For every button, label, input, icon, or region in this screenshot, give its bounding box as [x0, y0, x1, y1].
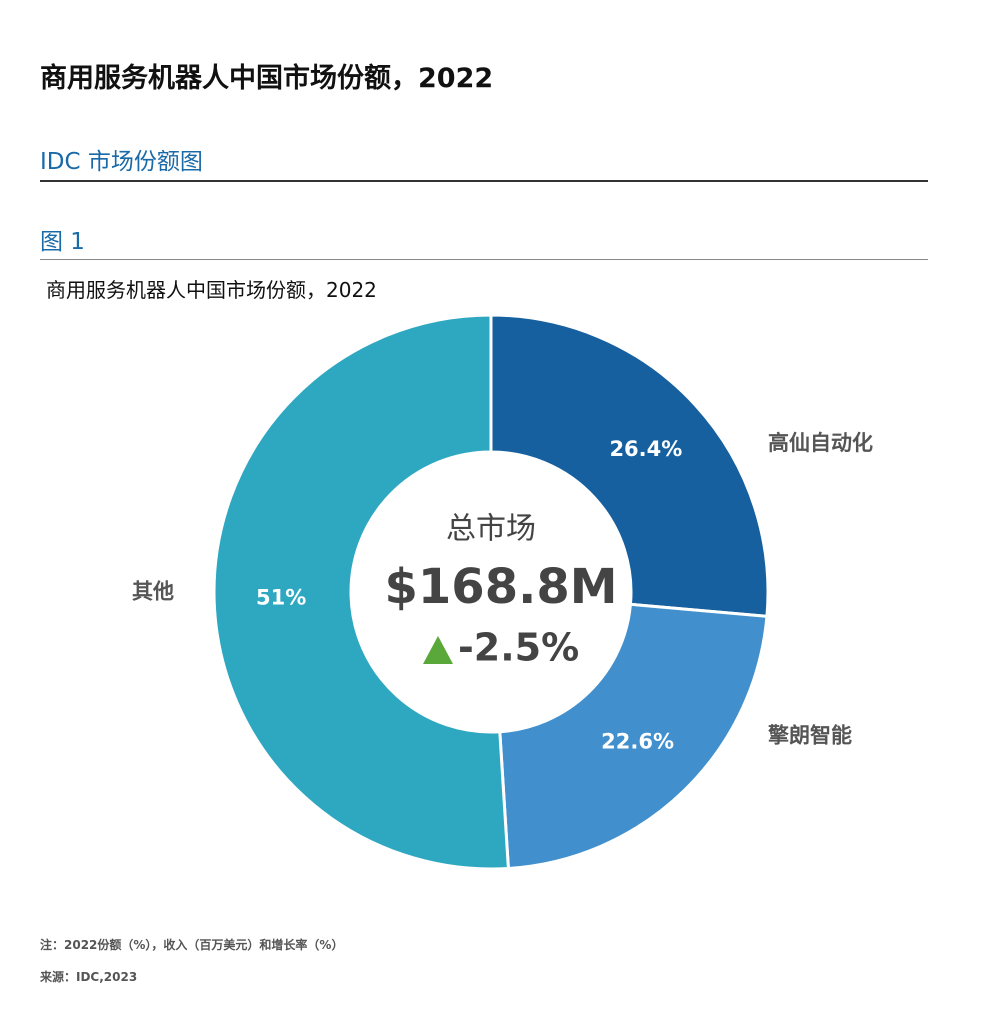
category-label: 其他	[132, 580, 174, 604]
center-label: 总市场	[446, 512, 536, 547]
value-label: 26.4%	[609, 437, 682, 461]
center-total: $168.8M	[385, 559, 618, 615]
figure-label: 图 1	[40, 229, 85, 255]
divider	[40, 180, 928, 182]
source: 来源：IDC,2023	[40, 970, 138, 984]
donut-segment	[212, 313, 510, 871]
growth-arrow	[423, 636, 453, 664]
donut-segment	[489, 313, 770, 618]
note: 注：2022份额（%），收入（百万美元）和增长率（%）	[40, 938, 344, 952]
category-label: 高仙自动化	[768, 431, 873, 455]
value-label: 22.6%	[601, 729, 674, 753]
center-growth: -2.5%	[458, 626, 579, 670]
chart-title: 商用服务机器人中国市场份额，2022	[46, 278, 377, 302]
subtitle: IDC 市场份额图	[40, 149, 203, 175]
donut-segment	[498, 602, 769, 871]
divider	[40, 259, 928, 260]
page-title: 商用服务机器人中国市场份额，2022	[40, 63, 494, 94]
category-label: 擎朗智能	[768, 723, 852, 747]
value-label: 51%	[256, 586, 306, 610]
